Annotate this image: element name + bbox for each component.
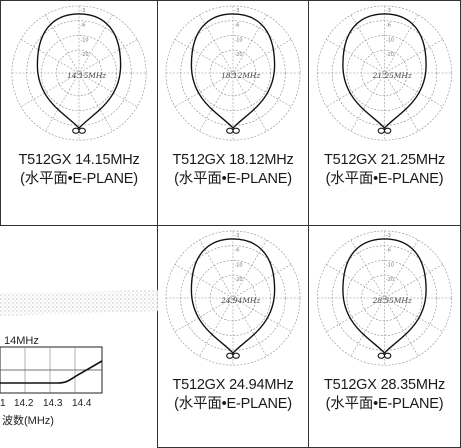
panel-plane-label: (水平面•E-PLANE) (174, 171, 292, 187)
polar-frequency-label: 18.12MHz (221, 71, 260, 80)
polar-ring-label: -3 (386, 8, 391, 14)
panel-model-label: T512GX 24.94MHz (172, 377, 294, 393)
back-lobe (72, 127, 80, 134)
back-lobe (383, 127, 392, 134)
polar-ring-label: -6 (234, 248, 239, 254)
main-lobe (342, 238, 427, 355)
panel-plane-label: (水平面•E-PLANE) (325, 171, 444, 187)
polar-ring-label: -3 (234, 8, 239, 14)
polar-grid-spoke (174, 39, 292, 107)
polar-grid-spoke (199, 14, 267, 132)
polar-grid-spoke (350, 14, 419, 132)
radiation-pattern-panel-3: -3 -6 -10 -20 21.25MHz T512GX 21.25MHz (水平面•… (308, 0, 461, 226)
swr-chart: 14MHz 1 14.2 14.3 14.4 波数(MHz) (0, 290, 158, 427)
polar-ring-label: -6 (386, 248, 391, 254)
polar-grid-ring (317, 5, 452, 141)
radiation-pattern-panel-5: -3 -6 -10 -20 28.35MHz T512GX 28.35MHz (水平面•… (308, 225, 461, 448)
panel-plane-label: (水平面•E-PLANE) (325, 396, 444, 412)
polar-grid-ring (165, 230, 301, 366)
polar-grid-spoke (174, 264, 292, 332)
polar-frequency-label: 28.35MHz (372, 296, 412, 305)
polar-grid-spoke (174, 39, 292, 107)
main-lobe (36, 13, 122, 130)
polar-grid-spoke (326, 264, 443, 332)
polar-ring-label: -6 (234, 23, 239, 29)
swr-curve (0, 360, 103, 384)
back-lobe (226, 127, 234, 134)
polar-plot: -3 -6 -10 -20 14.15MHz (11, 5, 147, 141)
polar-grid-spoke (174, 264, 292, 332)
back-lobe (383, 352, 392, 359)
swr-x-tick: 1 (0, 398, 6, 409)
polar-ring-label: -10 (234, 37, 242, 43)
polar-ring-label: -10 (80, 37, 88, 43)
back-lobe (232, 352, 240, 359)
polar-frequency-label: 14.15MHz (67, 71, 106, 80)
polar-ring-label: -20 (386, 277, 394, 283)
polar-grid-spoke (326, 39, 443, 107)
polar-ring-label: -20 (386, 52, 394, 58)
polar-ring-label: -20 (234, 277, 242, 283)
swr-chart-title: 14MHz (4, 335, 39, 347)
panel-model-label: T512GX 18.12MHz (172, 152, 294, 168)
polar-grid-spoke (326, 39, 443, 107)
radiation-pattern-panel-1: -3 -6 -10 -20 14.15MHz T512GX 14.15MHz (水平面•… (0, 0, 158, 226)
radiation-pattern-panel-2: -3 -6 -10 -20 18.12MHz T512GX 18.12MHz (水平面•… (157, 0, 309, 226)
polar-plot: -3 -6 -10 -20 24.94MHz (165, 230, 301, 366)
polar-grid-spoke (45, 14, 113, 132)
polar-grid-spoke (199, 239, 267, 357)
back-lobe (232, 127, 240, 134)
polar-grid-spoke (350, 239, 419, 357)
main-lobe (342, 13, 427, 130)
panel-model-label: T512GX 21.25MHz (323, 152, 446, 168)
polar-plot: -3 -6 -10 -20 28.35MHz (317, 230, 452, 366)
polar-frequency-label: 21.25MHz (372, 71, 412, 80)
polar-grid-spoke (350, 239, 419, 357)
polar-grid-ring (317, 230, 452, 366)
swr-x-tick: 14.3 (43, 398, 63, 409)
polar-plot: -3 -6 -10 -20 18.12MHz (165, 5, 301, 141)
polar-ring-label: -20 (234, 52, 242, 58)
panel-caption: T512GX 18.12MHz (水平面•E-PLANE) (158, 151, 308, 225)
polar-ring-label: -6 (386, 23, 391, 29)
radiation-pattern-panel-4: -3 -6 -10 -20 24.94MHz T512GX 24.94MHz (水平面•… (157, 225, 309, 448)
panel-model-label: T512GX 28.35MHz (323, 377, 446, 393)
polar-grid-ring (165, 5, 301, 141)
polar-ring-label: -6 (80, 23, 85, 29)
polar-plot: -3 -6 -10 -20 21.25MHz (317, 5, 452, 141)
swr-x-label: 波数(MHz) (2, 414, 54, 427)
back-lobe (377, 352, 386, 359)
polar-ring-label: -3 (386, 233, 391, 239)
polar-ring-label: -3 (80, 8, 85, 14)
halftone-band (0, 290, 158, 316)
polar-grid-spoke (199, 14, 267, 132)
polar-ring-label: -3 (234, 233, 239, 239)
main-lobe (190, 238, 276, 355)
polar-grid-spoke (20, 39, 138, 107)
panel-caption: T512GX 24.94MHz (水平面•E-PLANE) (158, 376, 308, 447)
polar-grid-spoke (45, 14, 113, 132)
back-lobe (226, 352, 234, 359)
panel-caption: T512GX 14.15MHz (水平面•E-PLANE) (1, 151, 157, 225)
panel-caption: T512GX 28.35MHz (水平面•E-PLANE) (309, 376, 460, 447)
back-lobe (78, 127, 86, 134)
polar-grid-spoke (20, 39, 138, 107)
polar-ring-label: -10 (234, 262, 242, 268)
back-lobe (377, 127, 386, 134)
polar-grid-spoke (326, 264, 443, 332)
polar-grid-spoke (199, 239, 267, 357)
polar-ring-label: -20 (80, 52, 88, 58)
swr-x-tick: 14.2 (14, 398, 34, 409)
polar-ring-label: -10 (386, 262, 394, 268)
panel-caption: T512GX 21.25MHz (水平面•E-PLANE) (309, 151, 460, 225)
main-lobe (190, 13, 276, 130)
polar-grid-spoke (350, 14, 419, 132)
polar-ring-label: -10 (386, 37, 394, 43)
panel-plane-label: (水平面•E-PLANE) (174, 396, 292, 412)
panel-model-label: T512GX 14.15MHz (18, 152, 140, 168)
polar-frequency-label: 24.94MHz (220, 296, 260, 305)
swr-x-tick: 14.4 (72, 398, 92, 409)
panel-plane-label: (水平面•E-PLANE) (20, 171, 138, 187)
